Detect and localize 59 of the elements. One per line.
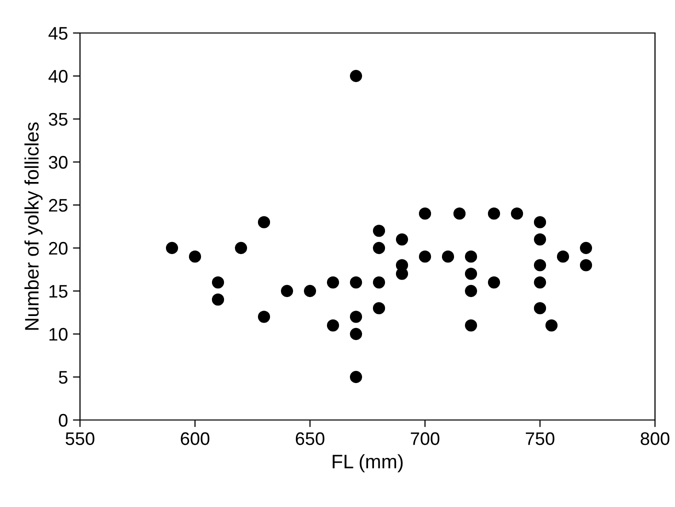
point bbox=[464, 250, 478, 263]
point bbox=[534, 233, 546, 246]
point bbox=[534, 259, 546, 272]
point bbox=[372, 224, 386, 237]
point bbox=[280, 284, 294, 298]
y-axis-title: Number of yolky follicles bbox=[24, 122, 43, 330]
y-tick-label: 40 bbox=[48, 70, 68, 83]
y-tick-label: 35 bbox=[48, 112, 68, 126]
point bbox=[188, 250, 202, 263]
point bbox=[580, 242, 592, 254]
point bbox=[212, 276, 224, 288]
y-tick-label: 30 bbox=[48, 156, 68, 169]
point bbox=[372, 242, 386, 254]
point bbox=[350, 328, 362, 340]
point bbox=[464, 268, 478, 280]
x-tick-label: 700 bbox=[410, 432, 440, 446]
point bbox=[580, 259, 592, 272]
point bbox=[464, 319, 478, 332]
point bbox=[258, 310, 270, 323]
point bbox=[166, 242, 178, 254]
point bbox=[326, 276, 340, 288]
point bbox=[556, 250, 570, 263]
point bbox=[442, 250, 454, 263]
point bbox=[464, 284, 478, 298]
point bbox=[488, 208, 500, 220]
point bbox=[545, 319, 558, 332]
x-tick-label: 550 bbox=[66, 432, 94, 446]
point bbox=[304, 284, 316, 298]
point bbox=[212, 294, 224, 306]
point bbox=[258, 216, 270, 228]
point bbox=[534, 302, 546, 314]
point bbox=[326, 319, 340, 332]
point bbox=[418, 208, 432, 220]
y-tick-label: 10 bbox=[49, 328, 68, 341]
point bbox=[234, 242, 248, 254]
y-tick-label: 25 bbox=[49, 198, 68, 212]
point bbox=[488, 276, 500, 288]
point bbox=[534, 276, 546, 288]
point bbox=[418, 250, 432, 263]
point bbox=[510, 208, 524, 220]
x-tick-label: 800 bbox=[640, 432, 670, 446]
point bbox=[534, 216, 546, 228]
point bbox=[396, 233, 408, 246]
y-tick-label: 5 bbox=[58, 371, 68, 384]
x-tick-label: 750 bbox=[526, 432, 554, 446]
point bbox=[453, 208, 466, 220]
point bbox=[350, 370, 362, 384]
x-tick-label: 600 bbox=[180, 432, 210, 446]
y-tick-label: 15 bbox=[49, 285, 68, 298]
x-tick-label: 650 bbox=[296, 432, 324, 446]
x-axis-title: FL (mm) bbox=[332, 454, 403, 472]
point bbox=[350, 310, 362, 323]
y-tick-label: 0 bbox=[58, 414, 68, 427]
y-tick-label: 45 bbox=[48, 27, 68, 40]
point bbox=[350, 70, 362, 82]
y-tick-label: 20 bbox=[49, 242, 68, 255]
point bbox=[372, 276, 386, 288]
point bbox=[372, 302, 386, 314]
point bbox=[350, 276, 362, 288]
